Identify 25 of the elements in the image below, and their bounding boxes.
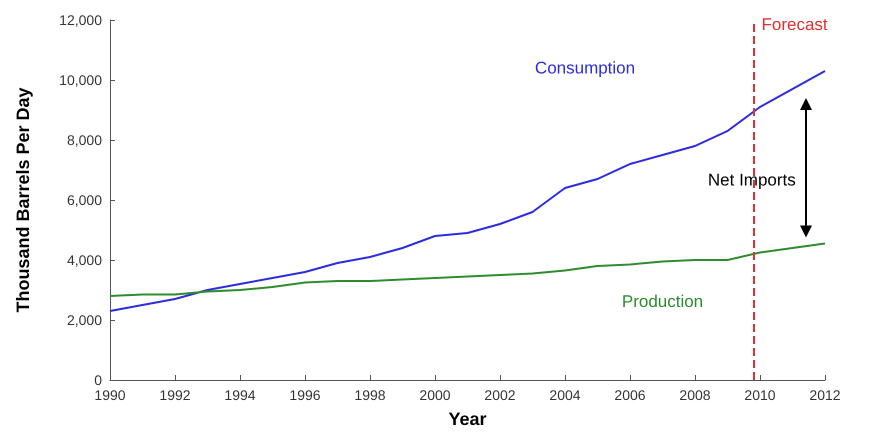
y-tick-label: 6,000 (66, 192, 102, 208)
x-axis-title: Year (448, 409, 487, 429)
x-tick-label: 2008 (679, 387, 711, 403)
x-tick-label: 2006 (614, 387, 646, 403)
y-tick-label: 8,000 (66, 132, 102, 148)
x-tick-label: 2012 (809, 387, 841, 403)
y-tick-label: 10,000 (59, 72, 102, 88)
y-axis-title: Thousand Barrels Per Day (13, 87, 33, 313)
x-tick-label: 1992 (159, 387, 191, 403)
x-tick-label: 1996 (289, 387, 321, 403)
x-tick-label: 1994 (224, 387, 256, 403)
x-tick-label: 2010 (744, 387, 776, 403)
annotation: Net Imports (708, 170, 796, 190)
series-label: Production (622, 292, 704, 311)
y-tick-label: 4,000 (66, 252, 102, 268)
y-tick-label: 0 (94, 372, 102, 388)
ref-line-label: Forecast (762, 15, 828, 34)
y-tick-label: 2,000 (66, 312, 102, 328)
x-tick-label: 2002 (484, 387, 516, 403)
x-tick-label: 2000 (419, 387, 451, 403)
y-tick-label: 12,000 (59, 12, 102, 28)
x-tick-label: 1998 (354, 387, 386, 403)
x-tick-label: 1990 (94, 387, 126, 403)
x-tick-label: 2004 (549, 387, 581, 403)
text: Consumption (534, 58, 636, 78)
